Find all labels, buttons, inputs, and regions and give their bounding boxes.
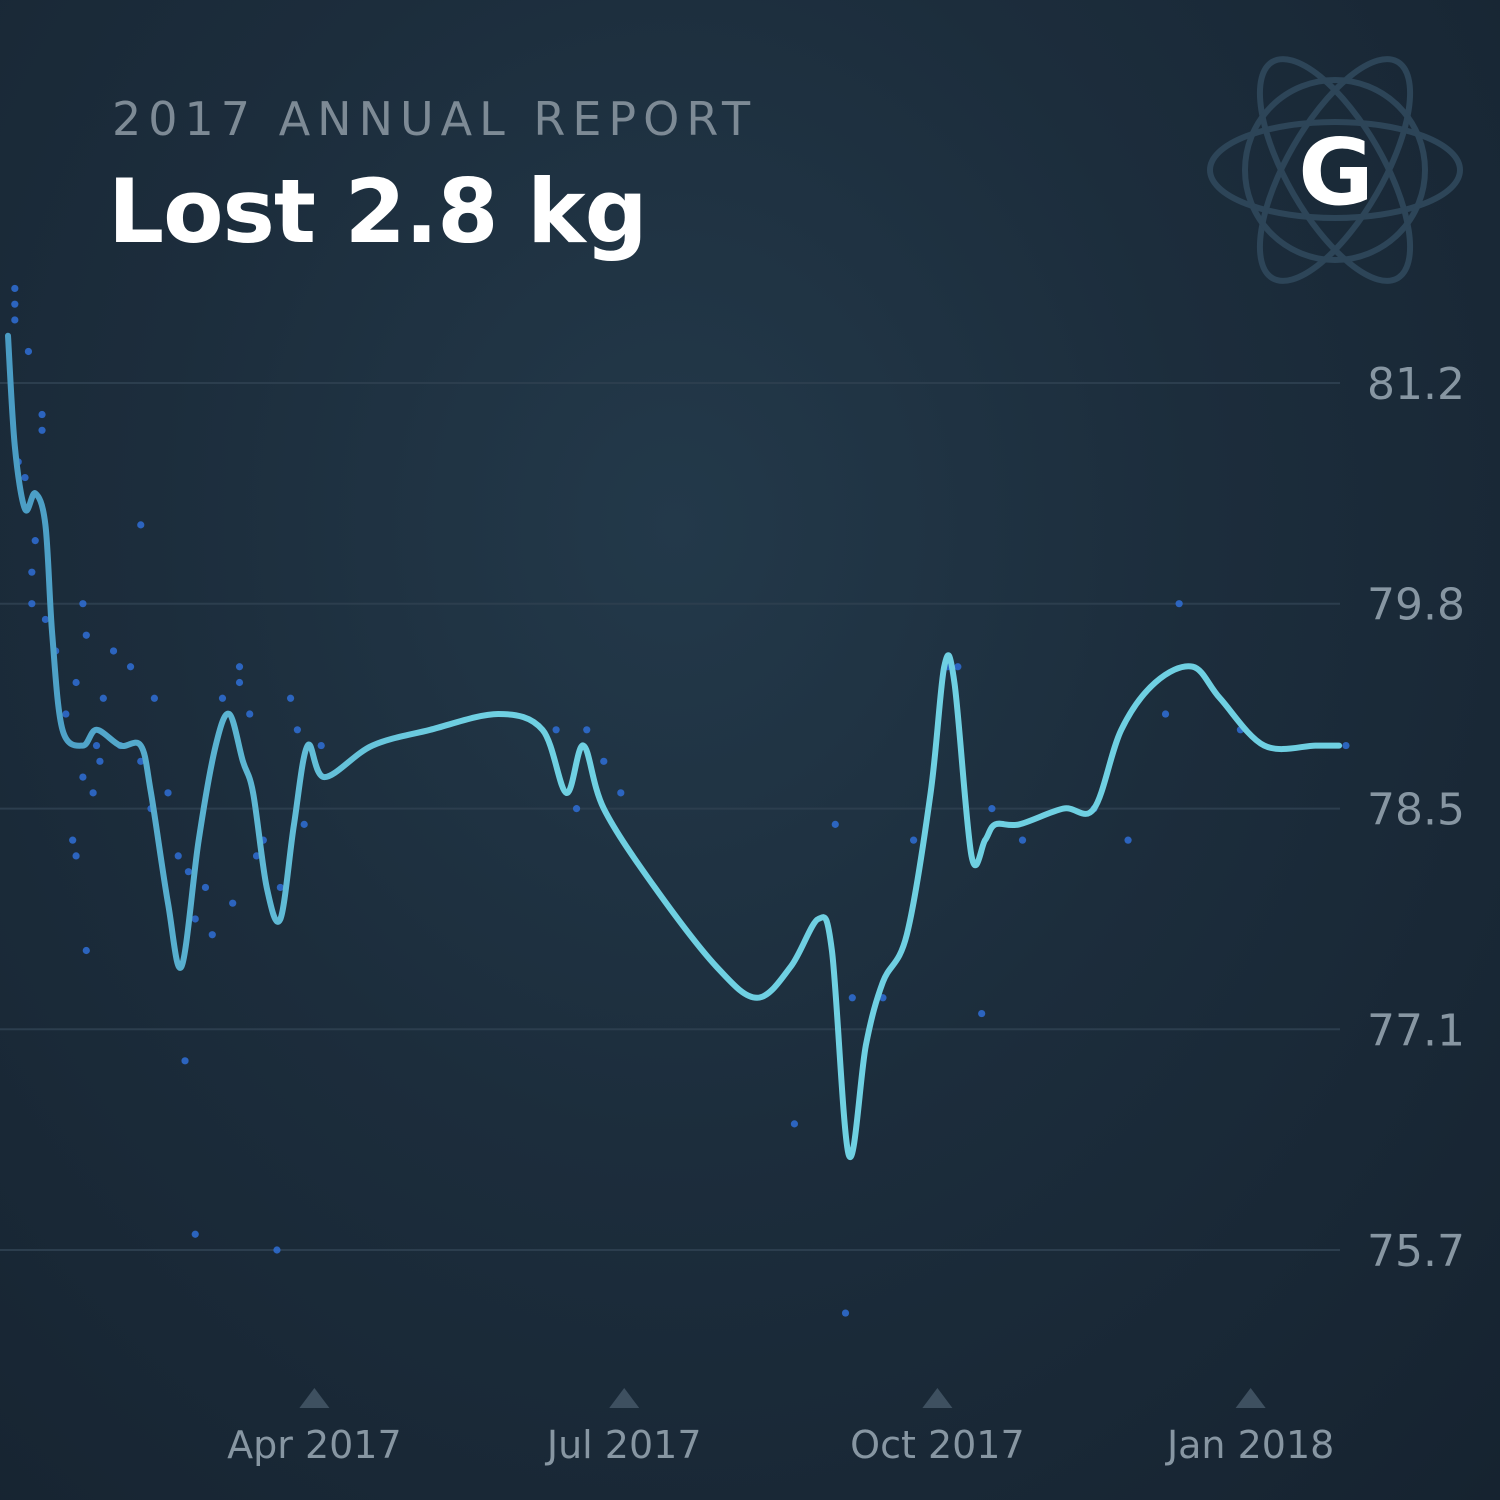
scatter-point — [92, 741, 101, 750]
scatter-point — [273, 1246, 281, 1254]
scatter-point — [96, 757, 104, 765]
atom-orbit-logo-icon — [1207, 56, 1463, 284]
scatter-point — [82, 631, 90, 639]
scatter-point — [41, 615, 50, 624]
scatter-point — [252, 852, 261, 860]
scatter-point — [600, 757, 608, 765]
x-tick-label: Apr 2017 — [227, 1423, 402, 1467]
scatter-point — [235, 663, 244, 671]
scatter-point — [790, 1120, 799, 1128]
scatter-point — [1161, 710, 1170, 718]
scatter-point — [31, 537, 39, 545]
scatter-point — [38, 410, 46, 419]
report-subtitle: 2017 ANNUAL REPORT — [112, 92, 758, 146]
scatter-point — [62, 710, 70, 718]
scatter-point — [72, 852, 80, 860]
y-tick-label: 78.5 — [1367, 785, 1465, 836]
scatter-point — [174, 852, 182, 860]
x-tick-marker — [1235, 1388, 1266, 1408]
scatter-point — [11, 316, 19, 324]
scatter-point — [988, 805, 996, 813]
x-tick-label: Jan 2018 — [1165, 1423, 1334, 1467]
scatter-point — [28, 568, 36, 576]
scatter-point — [69, 836, 77, 844]
scatter-point — [21, 473, 29, 482]
scatter-point — [208, 931, 216, 939]
scatter-point — [848, 994, 856, 1002]
grid-lines — [0, 382, 1340, 1251]
x-axis-ticks: Apr 2017 Jul 2017 Oct 2017 Jan 2018 — [227, 1388, 1334, 1467]
weight-trend-line — [5, 332, 1343, 1161]
scatter-point — [841, 1309, 850, 1317]
scatter-point — [831, 820, 839, 828]
scatter-point — [286, 694, 295, 702]
scatter-point — [235, 678, 244, 687]
scatter-point — [11, 300, 19, 308]
x-tick-marker — [299, 1388, 330, 1408]
scatter-point — [583, 726, 591, 734]
scatter-point — [181, 1057, 189, 1065]
scatter-point — [82, 946, 90, 955]
x-tick-label: Oct 2017 — [850, 1423, 1025, 1467]
scatter-point — [201, 883, 210, 892]
scatter-point — [293, 726, 301, 734]
scatter-point — [184, 868, 193, 876]
scatter-point — [229, 899, 237, 907]
scatter-point — [246, 710, 254, 718]
scatter-point — [109, 647, 118, 655]
logo-letter: G — [1298, 119, 1374, 226]
scatter-point — [79, 600, 87, 608]
scatter-point — [137, 521, 145, 529]
scatter-point — [99, 694, 107, 702]
scatter-point — [978, 1009, 986, 1018]
scatter-point — [24, 347, 33, 356]
scatter-point — [164, 789, 172, 797]
weight-change-headline: Lost 2.8 kg — [108, 160, 648, 263]
scatter-point — [150, 694, 158, 702]
scatter-point — [28, 600, 36, 608]
scatter-point — [1175, 600, 1183, 608]
trend-line-layer — [5, 332, 1343, 1161]
x-tick-label: Jul 2017 — [545, 1423, 702, 1467]
scatter-point — [191, 1230, 199, 1238]
scatter-point — [300, 820, 308, 828]
scatter-point — [218, 694, 227, 702]
x-tick-marker — [609, 1388, 640, 1408]
scatter-point — [11, 284, 19, 293]
scatter-point — [317, 741, 325, 750]
scatter-point — [954, 663, 962, 671]
y-tick-label: 81.2 — [1367, 359, 1465, 410]
scatter-point — [1018, 836, 1027, 844]
x-tick-marker — [922, 1388, 953, 1408]
y-tick-label: 79.8 — [1367, 580, 1465, 631]
scatter-point — [572, 805, 581, 813]
scatter-point — [1342, 741, 1350, 750]
scatter-point — [909, 836, 918, 844]
y-tick-label: 77.1 — [1367, 1005, 1465, 1056]
scatter-points — [11, 284, 1350, 1317]
scatter-point — [1124, 836, 1132, 844]
scatter-point — [89, 789, 97, 797]
y-axis-ticks: 81.2 79.8 78.5 77.1 75.7 — [1367, 359, 1465, 1277]
scatter-point — [72, 678, 80, 687]
scatter-point — [191, 915, 199, 923]
scatter-point — [617, 789, 625, 797]
scatter-point — [38, 426, 46, 434]
scatter-point — [552, 726, 560, 734]
scatter-point — [79, 773, 87, 781]
scatter-point — [126, 663, 135, 671]
scatter-point — [276, 883, 284, 892]
y-tick-label: 75.7 — [1367, 1226, 1465, 1277]
